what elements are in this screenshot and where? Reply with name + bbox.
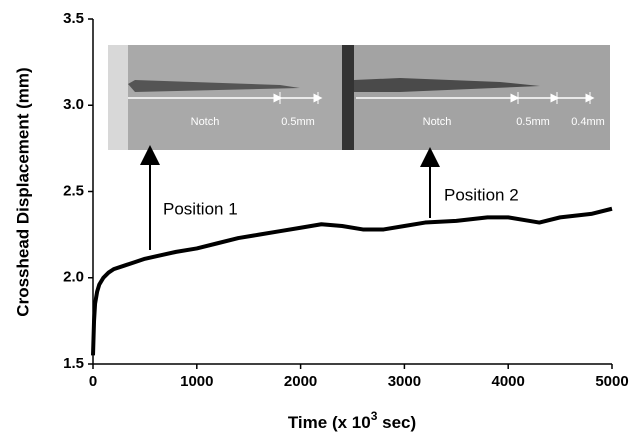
x-tick-label: 0 [89,373,97,390]
annotation: Position 2 [444,185,519,204]
inset-photo-2 [342,45,610,150]
y-tick-label: 3.0 [63,96,84,113]
inset-label: Notch [423,116,452,128]
inset-label: 0.5mm [516,116,550,128]
inset-label: 0.4mm [571,116,605,128]
x-axis-title-part: Time (x 10 [288,413,371,432]
y-tick-label: 1.5 [63,355,84,372]
inset-photo-1 [108,45,342,150]
annotation: Position 1 [163,199,238,218]
x-axis-title-sup: 3 [371,409,378,423]
y-tick-label: 2.5 [63,182,84,199]
x-tick-label: 3000 [388,373,421,390]
x-tick-label: 4000 [492,373,525,390]
inset-label: Notch [191,116,220,128]
y-tick-label: 2.0 [63,269,84,286]
x-axis-title-part: sec) [377,413,416,432]
x-tick-label: 5000 [595,373,628,390]
y-axis-title: Crosshead Displacement (mm) [13,67,32,316]
data-line [91,206,613,356]
inset-label: 0.5mm [281,116,315,128]
x-tick-label: 2000 [284,373,317,390]
x-tick-label: 1000 [180,373,213,390]
y-tick-label: 3.5 [63,10,84,27]
x-axis-title: Time (x 103 sec) [288,409,416,432]
